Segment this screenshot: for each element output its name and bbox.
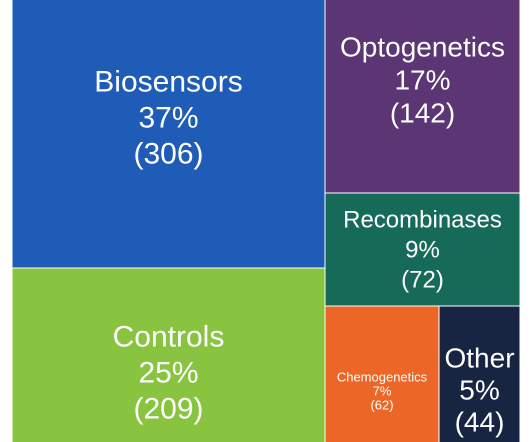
tile-optogenetics-count: (142): [390, 98, 455, 129]
tile-controls-label: Controls: [113, 321, 225, 354]
tile-biosensors-label: Biosensors: [94, 66, 242, 99]
tile-optogenetics-label: Optogenetics: [340, 32, 505, 63]
tile-recombinases-percent: 9%: [405, 237, 440, 264]
tile-other: [438, 305, 521, 442]
tile-controls: [11, 267, 326, 442]
tile-other-count: (44): [455, 407, 505, 438]
tile-recombinases-label: Recombinases: [343, 207, 502, 234]
tile-biosensors: [11, 0, 326, 269]
tile-chemogenetics: [324, 305, 440, 442]
tile-chemogenetics-percent: 7%: [373, 384, 392, 399]
tile-optogenetics: [324, 0, 521, 194]
tile-controls-percent: 25%: [138, 357, 198, 390]
tile-biosensors-percent: 37%: [138, 102, 198, 135]
tile-recombinases: [324, 192, 521, 307]
tile-other-label: Other: [444, 343, 514, 374]
tile-other-percent: 5%: [459, 375, 499, 406]
tile-chemogenetics-count: (62): [370, 398, 393, 413]
tile-biosensors-count: (306): [133, 138, 203, 171]
tile-controls-count: (209): [133, 393, 203, 426]
tile-optogenetics-percent: 17%: [394, 65, 450, 96]
tile-chemogenetics-label: Chemogenetics: [337, 370, 428, 385]
tile-recombinases-count: (72): [401, 267, 444, 294]
